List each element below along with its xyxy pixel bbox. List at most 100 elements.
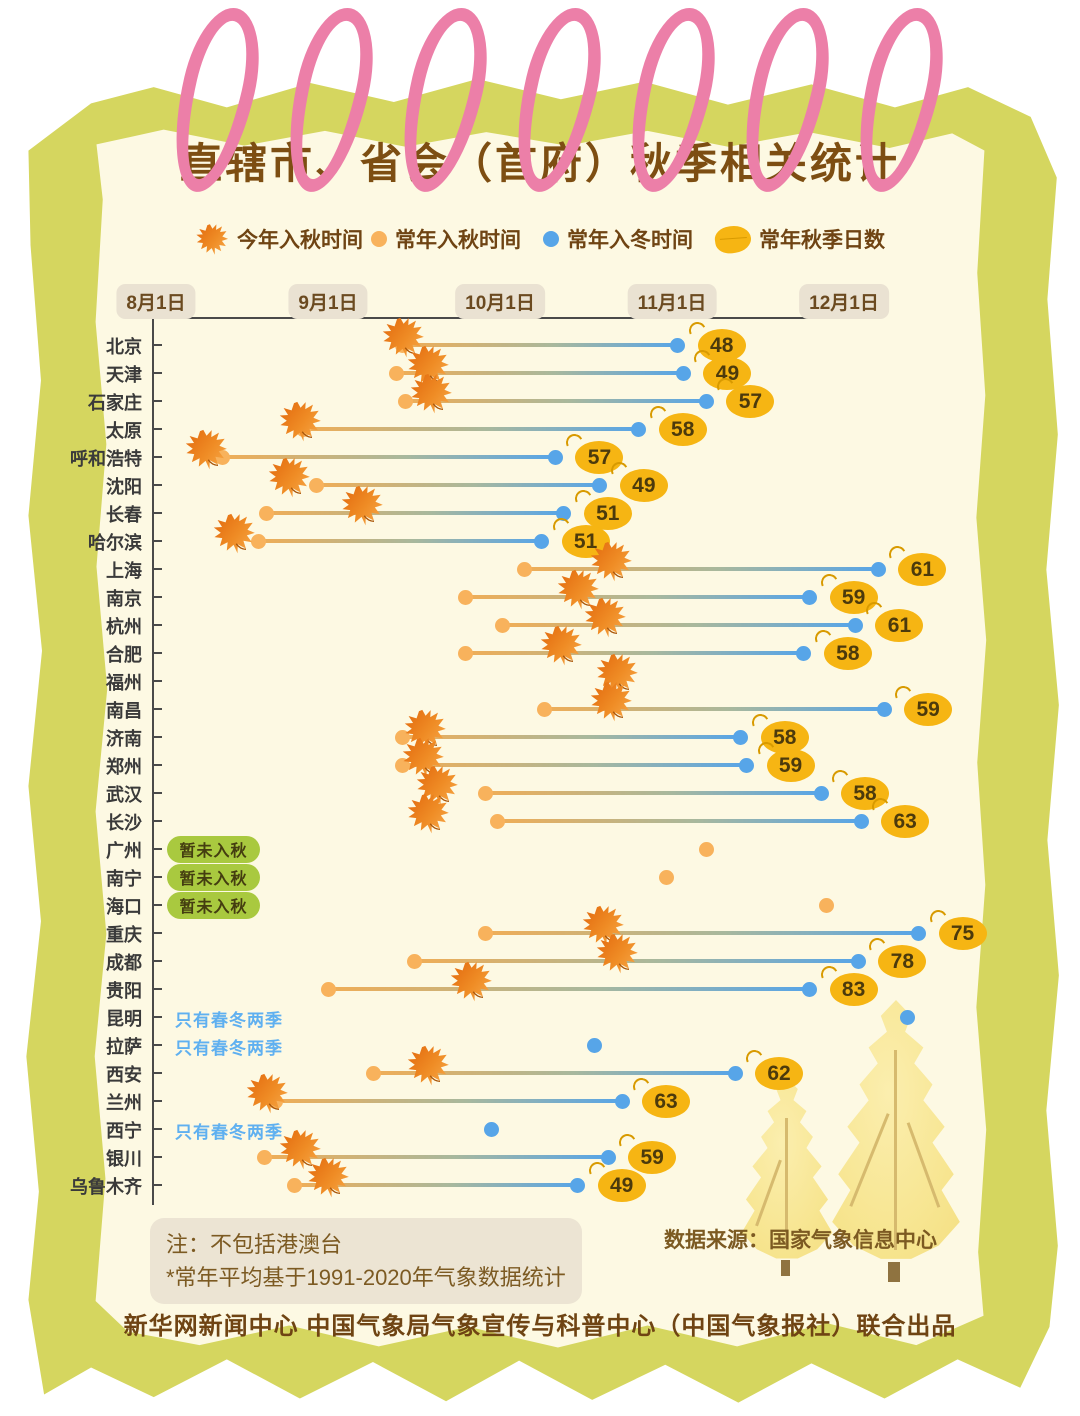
city-label: 郑州 (106, 757, 142, 777)
autumn-days-badge: 78 (878, 945, 927, 978)
autumn-season-line (402, 343, 678, 347)
axis-tick (153, 456, 162, 458)
city-label: 济南 (106, 729, 142, 749)
maple-leaf-icon (583, 595, 627, 644)
normal-autumn-dot (406, 953, 422, 969)
city-label: 武汉 (106, 785, 142, 805)
autumn-season-line (303, 427, 639, 431)
autumn-days-badge: 49 (597, 1169, 646, 1202)
normal-winter-dot (631, 421, 647, 437)
axis-tick (153, 932, 162, 934)
city-label: 哈尔滨 (88, 533, 142, 553)
autumn-season-line (373, 1071, 736, 1075)
autumn-days-badge: 63 (642, 1085, 691, 1118)
normal-autumn-dot (366, 1065, 382, 1081)
normal-winter-dot (698, 393, 714, 409)
normal-winter-dot (911, 925, 927, 941)
autumn-season-line (497, 819, 862, 823)
normal-winter-dot (802, 589, 818, 605)
autumn-days-badge: 61 (875, 609, 924, 642)
autumn-season-line (275, 1099, 623, 1103)
autumn-days-badge: 58 (823, 637, 872, 670)
data-source-text: 数据来源：国家气象信息中心 (664, 1229, 937, 1252)
normal-winter-dot (796, 645, 812, 661)
autumn-days-badge: 61 (898, 553, 947, 586)
autumn-season-line (258, 539, 542, 543)
tree-branch (894, 1050, 897, 1250)
axis-tick (153, 652, 162, 654)
city-label: 兰州 (106, 1093, 142, 1113)
autumn-days-badge: 57 (726, 385, 775, 418)
autumn-tree-small (733, 1078, 841, 1276)
normal-winter-dot (870, 561, 886, 577)
normal-winter-dot (614, 1093, 630, 1109)
normal-winter-dot (670, 337, 686, 353)
city-label: 沈阳 (106, 477, 142, 497)
axis-tick (153, 484, 162, 486)
maple-leaf-icon (196, 224, 229, 255)
two-seasons-note: 只有春冬两季 (175, 1011, 283, 1030)
autumn-days-badge: 59 (628, 1141, 677, 1174)
axis-tick (153, 400, 162, 402)
legend-label: 常年入秋时间 (395, 229, 521, 252)
axis-tick-label: 12月1日 (799, 284, 889, 319)
blue-dot-icon (543, 231, 559, 247)
normal-autumn-dot (495, 617, 511, 633)
axis-tick (153, 1156, 162, 1158)
autumn-season-line (316, 483, 600, 487)
city-label: 呼和浩特 (70, 449, 142, 469)
axis-tick (153, 344, 162, 346)
autumn-days-badge: 62 (755, 1057, 804, 1090)
y-axis-line (152, 317, 154, 1205)
tree-branch (785, 1118, 788, 1248)
normal-autumn-dot (458, 589, 474, 605)
axis-tick (153, 372, 162, 374)
two-seasons-note: 只有春冬两季 (175, 1123, 283, 1142)
normal-autumn-dot (478, 785, 494, 801)
maple-leaf-icon (589, 539, 633, 588)
normal-autumn-dot (320, 981, 336, 997)
axis-tick (153, 1044, 162, 1046)
footnote-line: *常年平均基于1991-2020年气象数据统计 (166, 1265, 566, 1290)
axis-tick (153, 988, 162, 990)
normal-autumn-dot (287, 1177, 303, 1193)
autumn-days-badge: 49 (619, 469, 668, 502)
city-label: 北京 (106, 337, 142, 357)
autumn-season-line (264, 1155, 609, 1159)
axis-tick-label: 10月1日 (455, 284, 545, 319)
maple-leaf-icon (306, 1155, 350, 1204)
axis-tick-label: 8月1日 (116, 284, 196, 319)
autumn-season-line (402, 735, 741, 739)
city-label: 南京 (106, 589, 142, 609)
status-badge: 暂未入秋 (167, 891, 260, 919)
autumn-days-badge: 83 (829, 973, 878, 1006)
normal-autumn-dot (517, 561, 533, 577)
city-label: 上海 (106, 561, 142, 581)
autumn-days-badge: 51 (561, 525, 610, 558)
tree-trunk (888, 1262, 900, 1282)
normal-autumn-dot (819, 897, 835, 913)
maple-leaf-icon (406, 1043, 450, 1092)
normal-autumn-dot (536, 701, 552, 717)
axis-tick (153, 1184, 162, 1186)
axis-tick (153, 1072, 162, 1074)
normal-autumn-dot (395, 729, 411, 745)
autumn-days-badge: 58 (658, 413, 707, 446)
legend-label: 常年入冬时间 (567, 229, 693, 252)
axis-tick (153, 1016, 162, 1018)
autumn-season-line (485, 931, 919, 935)
axis-tick (153, 960, 162, 962)
autumn-season-line (465, 651, 804, 655)
two-seasons-note: 只有春冬两季 (175, 1039, 283, 1058)
axis-tick (153, 1100, 162, 1102)
axis-tick (153, 512, 162, 514)
maple-leaf-icon (409, 371, 453, 420)
normal-autumn-dot (397, 393, 413, 409)
legend: 今年入秋时间 常年入秋时间 常年入冬时间 常年秋季日数 (0, 222, 1080, 256)
autumn-season-line (544, 707, 885, 711)
city-label: 昆明 (106, 1009, 142, 1029)
axis-tick (153, 792, 162, 794)
orange-dot-icon (371, 231, 387, 247)
axis-tick-label: 11月1日 (627, 284, 717, 319)
normal-winter-dot (899, 1009, 915, 1025)
